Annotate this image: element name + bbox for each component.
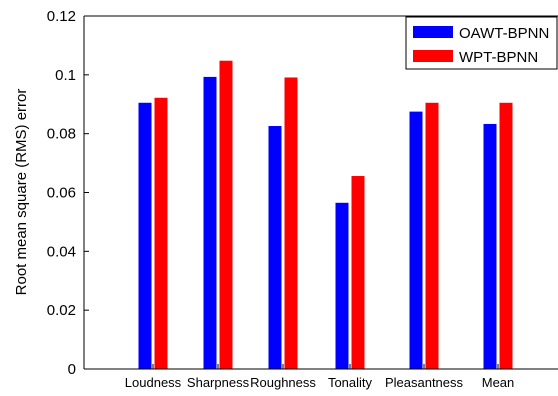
bar-oawt-bpnn-tonality: [335, 202, 349, 369]
x-tick-label-mean: Mean: [482, 375, 515, 390]
y-tick-label: 0.1: [55, 67, 76, 84]
y-tick-label: 0.02: [47, 302, 76, 319]
x-tick-label-sharpness: Sharpness: [187, 375, 250, 390]
legend: OAWT-BPNN WPT-BPNN: [405, 16, 558, 70]
legend-swatch-oawt: [413, 26, 453, 38]
bar-oawt-bpnn-loudness: [138, 102, 152, 369]
x-tick-label-loudness: Loudness: [125, 375, 182, 390]
bar-wpt-bpnn-roughness: [284, 77, 298, 369]
x-tick-label-tonality: Tonality: [328, 375, 373, 390]
x-tick-label-pleasantness: Pleasantness: [385, 375, 464, 390]
bar-oawt-bpnn-sharpness: [203, 76, 217, 369]
bars-group: [138, 60, 513, 370]
y-ticks-group: 0 0.02 0.04 0.06 0.08 0.1 0.12: [47, 8, 89, 378]
x-tick-label-roughness: Roughness: [250, 375, 316, 390]
y-tick-label: 0: [68, 361, 76, 378]
y-tick-label: 0.06: [47, 185, 76, 202]
y-tick-label: 0.04: [47, 243, 76, 260]
bar-wpt-bpnn-loudness: [154, 97, 168, 370]
legend-swatch-wpt: [413, 50, 453, 62]
legend-label-oawt: OAWT-BPNN: [459, 25, 549, 42]
bar-wpt-bpnn-mean: [499, 102, 513, 369]
legend-label-wpt: WPT-BPNN: [459, 49, 538, 66]
bar-wpt-bpnn-tonality: [351, 176, 365, 369]
y-tick-label: 0.08: [47, 126, 76, 143]
bar-oawt-bpnn-mean: [483, 123, 497, 369]
bar-wpt-bpnn-sharpness: [219, 60, 233, 370]
bar-oawt-bpnn-pleasantness: [409, 111, 423, 370]
bar-oawt-bpnn-roughness: [268, 126, 282, 369]
y-axis-title: Root mean square (RMS) error: [13, 89, 30, 296]
x-tick-labels-group: Loudness Sharpness Roughness Tonality Pleasa…: [125, 364, 514, 390]
bar-wpt-bpnn-pleasantness: [425, 102, 439, 369]
y-tick-label: 0.12: [47, 8, 76, 25]
